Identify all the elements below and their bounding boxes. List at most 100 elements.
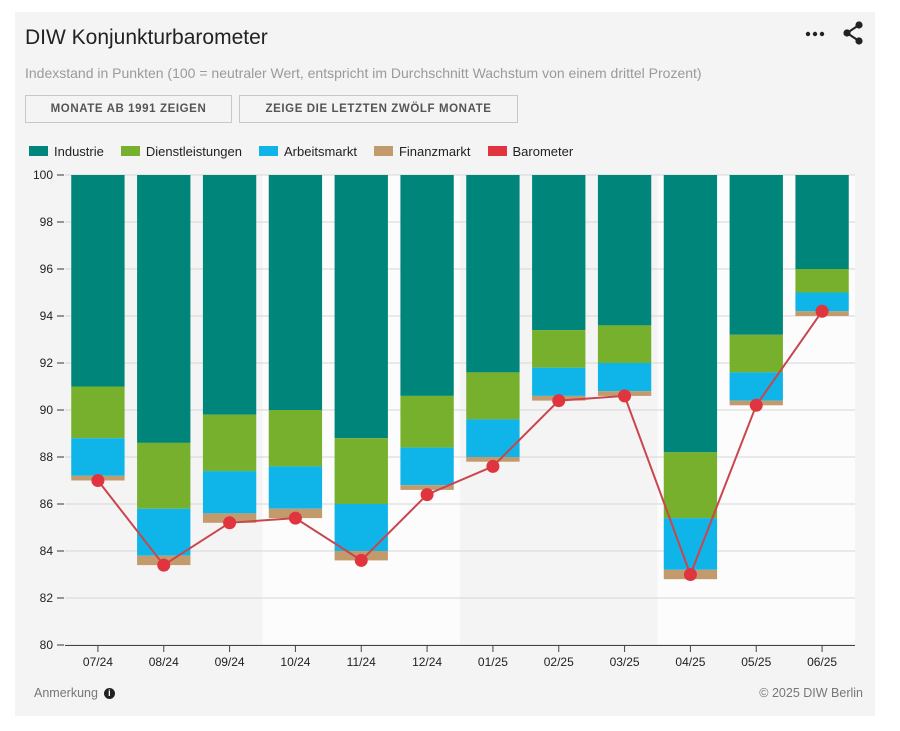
x-tick-label: 10/24 <box>280 655 310 669</box>
barometer-point <box>91 474 105 487</box>
bar-segment <box>597 325 652 363</box>
more-dots-icon[interactable] <box>803 22 827 46</box>
x-tick-label: 03/25 <box>610 655 640 669</box>
y-tick-label: 90 <box>40 403 54 417</box>
show-last-twelve-months-button[interactable]: ZEIGE DIE LETZTEN ZWÖLF MONATE <box>239 95 518 123</box>
bar-segment <box>663 452 718 519</box>
bar-segment <box>532 330 586 368</box>
barometer-point <box>486 459 500 473</box>
bar-segment <box>795 269 849 293</box>
chart-plot: 80 82 84 86 88 90 92 94 96 98 100 07/24 08/24 09/24 10… <box>33 168 855 669</box>
bar-segment <box>400 175 454 396</box>
bar-segment <box>466 457 520 462</box>
bar-segment <box>137 175 191 443</box>
bar-segment <box>71 175 125 387</box>
chart-card: DIW Konjunkturbarometer Indexstand in Pu… <box>15 12 875 716</box>
barometer-point <box>618 389 632 403</box>
bar-segment <box>334 175 388 439</box>
x-tick-label: 06/25 <box>807 655 837 669</box>
legend-label: Arbeitsmarkt <box>284 143 357 159</box>
y-tick-label: 98 <box>40 215 54 229</box>
x-tick-label: 07/24 <box>83 655 113 669</box>
chart-subtitle: Indexstand in Punkten (100 = neutraler W… <box>25 65 702 81</box>
note-label: Anmerkung <box>34 686 98 700</box>
chart-legend: Industrie Dienstleistungen Arbeitsmarkt Fin… <box>29 143 590 159</box>
x-tick-label: 02/25 <box>544 655 574 669</box>
share-icon[interactable] <box>841 20 865 46</box>
bar-segment <box>334 438 388 504</box>
legend-label: Barometer <box>512 143 574 159</box>
bar-segment <box>729 372 783 401</box>
bar-segment <box>466 419 520 457</box>
barometer-point <box>420 488 434 502</box>
note-link[interactable]: Anmerkung i <box>34 686 115 700</box>
legend-item[interactable]: Finanzmarkt <box>373 143 471 159</box>
y-tick-label: 86 <box>40 497 54 511</box>
y-tick-label: 88 <box>40 450 54 464</box>
y-tick-label: 100 <box>33 168 53 182</box>
bar-segment <box>532 367 586 396</box>
legend-label: Finanzmarkt <box>398 143 471 159</box>
legend-item[interactable]: Arbeitsmarkt <box>259 144 357 159</box>
bar-segment <box>71 438 125 476</box>
barometer-point <box>288 511 302 525</box>
bar-segment <box>268 466 323 509</box>
legend-swatch <box>373 146 393 156</box>
bar-segment <box>466 372 520 420</box>
bar-segment <box>268 410 323 467</box>
legend-swatch <box>487 146 507 156</box>
legend-swatch <box>29 146 48 156</box>
bar-segment <box>400 447 454 486</box>
bar-segment <box>71 386 125 439</box>
y-tick-label: 80 <box>40 638 54 652</box>
bar-segment <box>400 395 454 448</box>
barometer-point <box>815 304 829 318</box>
bar-segment <box>137 508 191 556</box>
legend-item[interactable]: Industrie <box>29 144 104 159</box>
bar-segment <box>532 175 586 331</box>
barometer-point <box>223 516 237 530</box>
bar-segment <box>663 175 718 453</box>
chart-title: DIW Konjunkturbarometer <box>25 26 268 49</box>
y-tick-label: 84 <box>40 544 54 558</box>
legend-swatch <box>120 146 140 156</box>
barometer-point <box>683 568 697 581</box>
x-tick-label: 12/24 <box>412 655 442 669</box>
x-tick-label: 04/25 <box>675 655 705 669</box>
y-tick-label: 94 <box>40 309 54 323</box>
bar-segment <box>202 471 257 514</box>
barometer-point <box>157 558 171 572</box>
bar-segment <box>334 504 388 551</box>
bar-segment <box>137 442 191 509</box>
barometer-point <box>749 398 763 412</box>
bar-segment <box>597 363 652 392</box>
bar-segment <box>597 175 652 326</box>
legend-label: Industrie <box>54 143 104 159</box>
y-tick-label: 82 <box>40 591 54 605</box>
x-tick-label: 05/25 <box>741 655 771 669</box>
legend-item[interactable]: Barometer <box>487 143 574 159</box>
show-since-1991-button[interactable]: MONATE AB 1991 ZEIGEN <box>25 95 232 123</box>
info-icon: i <box>103 687 115 699</box>
x-tick-label: 09/24 <box>215 655 245 669</box>
y-tick-label: 92 <box>40 356 54 370</box>
bar-segment <box>729 175 783 335</box>
x-tick-label: 01/25 <box>478 655 508 669</box>
bar-segment <box>795 292 849 312</box>
legend-label: Dienstleistungen <box>145 143 242 159</box>
bar-segment <box>729 334 783 373</box>
bar-segment <box>202 175 257 415</box>
barometer-point <box>354 553 368 567</box>
y-tick-label: 96 <box>40 262 54 276</box>
legend-swatch <box>259 146 278 156</box>
x-tick-label: 11/24 <box>347 655 376 669</box>
legend-item[interactable]: Dienstleistungen <box>120 143 242 159</box>
bar-segment <box>400 485 454 490</box>
x-tick-label: 08/24 <box>149 655 179 669</box>
copyright-text: © 2025 DIW Berlin <box>759 686 863 700</box>
bar-segment <box>466 175 520 373</box>
barometer-line <box>97 310 823 578</box>
bar-segment <box>268 175 323 410</box>
bar-segment <box>202 414 257 472</box>
barometer-point <box>552 394 566 408</box>
